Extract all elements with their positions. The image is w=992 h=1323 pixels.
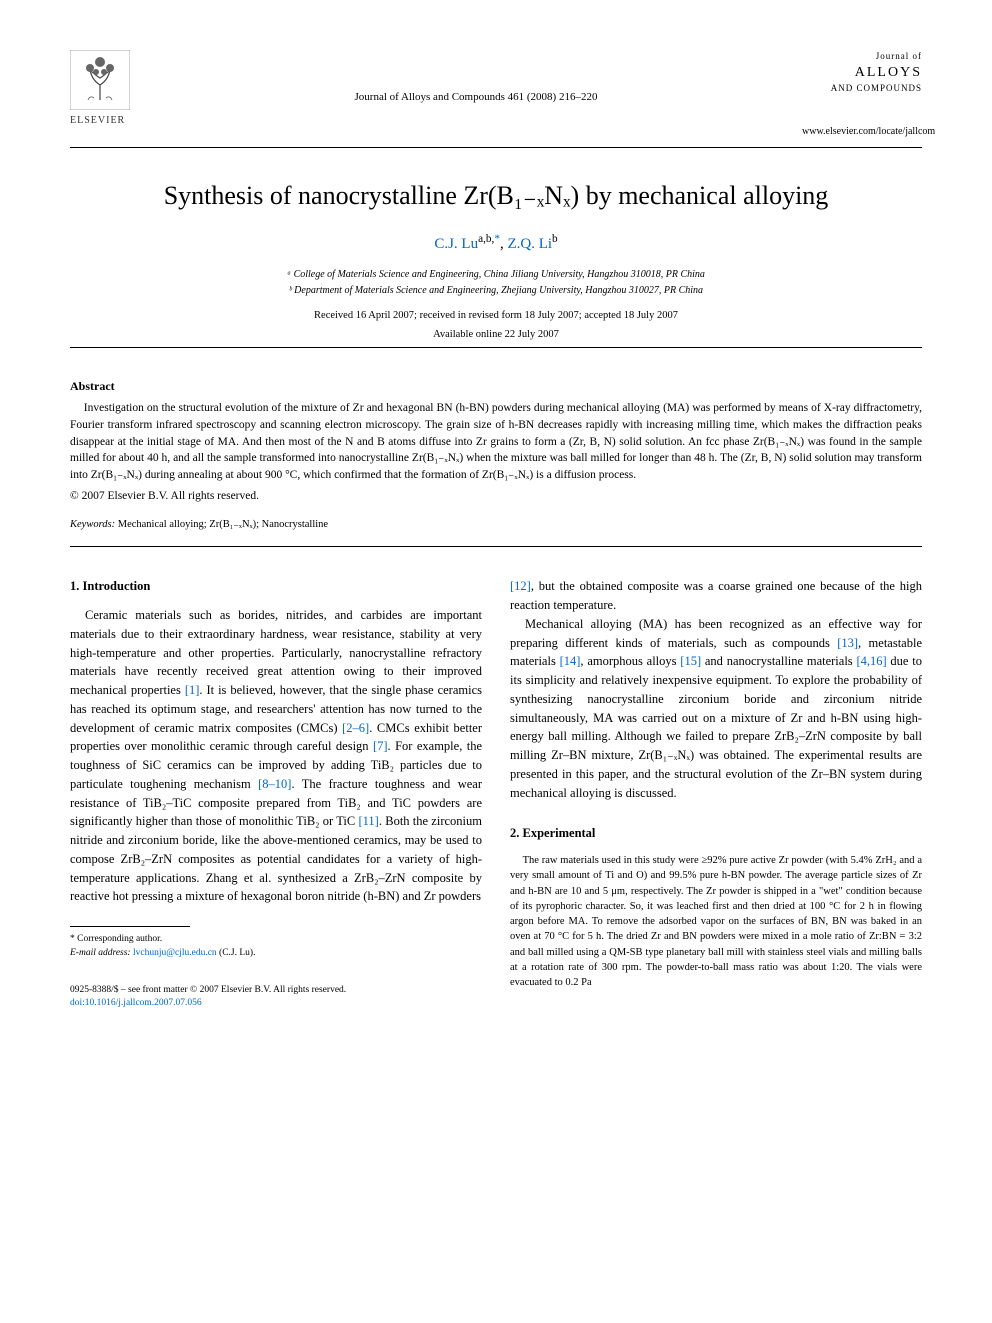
footer-block: 0925-8388/$ – see front matter © 2007 El… bbox=[70, 984, 482, 1011]
corr-email-link[interactable]: lvchunju@cjlu.edu.cn bbox=[133, 948, 217, 958]
publisher-logo: ELSEVIER bbox=[70, 50, 150, 128]
ref-link-2[interactable]: [2–6] bbox=[342, 721, 369, 735]
intro-text-3c: , amorphous alloys bbox=[580, 654, 680, 668]
available-date: Available online 22 July 2007 bbox=[70, 328, 922, 343]
right-column: [12], but the obtained composite was a c… bbox=[510, 577, 922, 1010]
corresponding-footnote: * Corresponding author. E-mail address: … bbox=[70, 933, 482, 960]
abstract-bottom-divider bbox=[70, 546, 922, 547]
author-1-link[interactable]: C.J. Lu bbox=[434, 236, 478, 252]
keywords-text: Mechanical alloying; Zr(B₁₋ₓNₓ); Nanocry… bbox=[118, 519, 328, 530]
ref-link-6[interactable]: [12] bbox=[510, 579, 531, 593]
elsevier-tree-icon bbox=[70, 50, 130, 110]
ref-link-9[interactable]: [15] bbox=[680, 654, 701, 668]
abstract-section: Abstract Investigation on the structural… bbox=[70, 378, 922, 533]
corr-author-label: * Corresponding author. bbox=[70, 933, 482, 946]
affiliations: ᵃ College of Materials Science and Engin… bbox=[70, 267, 922, 299]
header-divider bbox=[70, 147, 922, 148]
article-title: Synthesis of nanocrystalline Zr(B₁₋ₓNₓ) … bbox=[70, 178, 922, 214]
header-row: ELSEVIER Journal of Alloys and Compounds… bbox=[70, 50, 922, 139]
corr-email-name: (C.J. Lu). bbox=[219, 948, 255, 958]
abstract-copyright: © 2007 Elsevier B.V. All rights reserved… bbox=[70, 488, 922, 504]
intro-text-2a: , but the obtained composite was a coars… bbox=[510, 579, 922, 612]
ref-link-1[interactable]: [1] bbox=[185, 683, 200, 697]
intro-continuation: [12], but the obtained composite was a c… bbox=[510, 577, 922, 615]
experimental-heading: 2. Experimental bbox=[510, 824, 922, 843]
publisher-name: ELSEVIER bbox=[70, 114, 150, 128]
intro-text-3d: and nanocrystalline materials bbox=[701, 654, 856, 668]
page-container: ELSEVIER Journal of Alloys and Compounds… bbox=[0, 0, 992, 1060]
doi-link[interactable]: doi:10.1016/j.jallcom.2007.07.056 bbox=[70, 998, 202, 1008]
ref-link-3[interactable]: [7] bbox=[373, 739, 388, 753]
received-dates: Received 16 April 2007; received in revi… bbox=[70, 309, 922, 324]
experimental-paragraph: The raw materials used in this study wer… bbox=[510, 853, 922, 990]
keywords-line: Keywords: Mechanical alloying; Zr(B₁₋ₓNₓ… bbox=[70, 518, 922, 533]
ref-link-8[interactable]: [14] bbox=[560, 654, 581, 668]
author-2-affil: b bbox=[552, 233, 558, 245]
left-column: 1. Introduction Ceramic materials such a… bbox=[70, 577, 482, 1010]
corr-email-line: E-mail address: lvchunju@cjlu.edu.cn (C.… bbox=[70, 947, 482, 960]
abstract-top-divider bbox=[70, 347, 922, 348]
ref-link-5[interactable]: [11] bbox=[358, 814, 378, 828]
author-1-affil: a,b, bbox=[478, 233, 494, 245]
abstract-heading: Abstract bbox=[70, 378, 922, 395]
abstract-text: Investigation on the structural evolutio… bbox=[70, 400, 922, 483]
journal-logo-block: Journal of ALLOYS AND COMPOUNDS www.else… bbox=[802, 50, 922, 139]
ref-link-10[interactable]: [4,16] bbox=[856, 654, 886, 668]
ref-link-4[interactable]: [8–10] bbox=[258, 777, 291, 791]
journal-logo-top: Journal of bbox=[802, 50, 922, 63]
ref-link-7[interactable]: [13] bbox=[837, 636, 858, 650]
intro-paragraph-3: Mechanical alloying (MA) has been recogn… bbox=[510, 615, 922, 803]
author-2-link[interactable]: Z.Q. Li bbox=[507, 236, 552, 252]
intro-text-3e: due to its simplicity and relatively ine… bbox=[510, 654, 922, 799]
affiliation-b: ᵇ Department of Materials Science and En… bbox=[70, 283, 922, 299]
keywords-label: Keywords: bbox=[70, 519, 115, 530]
journal-url[interactable]: www.elsevier.com/locate/jallcom bbox=[802, 125, 922, 139]
intro-heading: 1. Introduction bbox=[70, 577, 482, 596]
intro-paragraph-1: Ceramic materials such as borides, nitri… bbox=[70, 606, 482, 906]
author-1-corr[interactable]: * bbox=[494, 233, 500, 245]
abstract-paragraph: Investigation on the structural evolutio… bbox=[70, 400, 922, 483]
journal-logo-main: ALLOYS bbox=[802, 63, 922, 83]
email-label: E-mail address: bbox=[70, 948, 131, 958]
journal-citation: Journal of Alloys and Compounds 461 (200… bbox=[150, 50, 802, 105]
journal-logo-sub: AND COMPOUNDS bbox=[802, 82, 922, 95]
footnote-separator bbox=[70, 926, 190, 927]
affiliation-a: ᵃ College of Materials Science and Engin… bbox=[70, 267, 922, 283]
body-columns: 1. Introduction Ceramic materials such a… bbox=[70, 577, 922, 1010]
authors-line: C.J. Lua,b,*, Z.Q. Lib bbox=[70, 232, 922, 255]
footer-copyright: 0925-8388/$ – see front matter © 2007 El… bbox=[70, 984, 482, 997]
